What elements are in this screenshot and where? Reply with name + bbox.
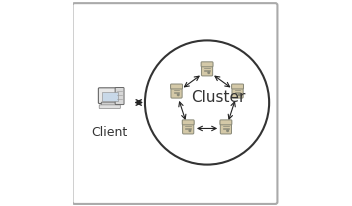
FancyBboxPatch shape	[171, 85, 182, 99]
FancyBboxPatch shape	[232, 85, 244, 90]
FancyBboxPatch shape	[73, 4, 277, 204]
Circle shape	[208, 73, 209, 74]
FancyBboxPatch shape	[115, 88, 124, 105]
FancyBboxPatch shape	[220, 121, 232, 134]
FancyBboxPatch shape	[220, 120, 232, 125]
Circle shape	[238, 95, 240, 96]
Text: Cluster: Cluster	[191, 89, 246, 104]
Circle shape	[189, 130, 191, 132]
FancyBboxPatch shape	[183, 121, 194, 134]
FancyBboxPatch shape	[171, 85, 182, 90]
Text: Client: Client	[92, 125, 128, 138]
Circle shape	[227, 130, 228, 132]
FancyBboxPatch shape	[201, 63, 213, 67]
FancyBboxPatch shape	[99, 105, 120, 109]
FancyBboxPatch shape	[232, 85, 243, 99]
FancyBboxPatch shape	[182, 120, 194, 125]
FancyBboxPatch shape	[101, 103, 118, 106]
Circle shape	[177, 95, 179, 96]
FancyBboxPatch shape	[98, 88, 121, 104]
FancyBboxPatch shape	[102, 93, 118, 101]
FancyBboxPatch shape	[201, 63, 213, 77]
